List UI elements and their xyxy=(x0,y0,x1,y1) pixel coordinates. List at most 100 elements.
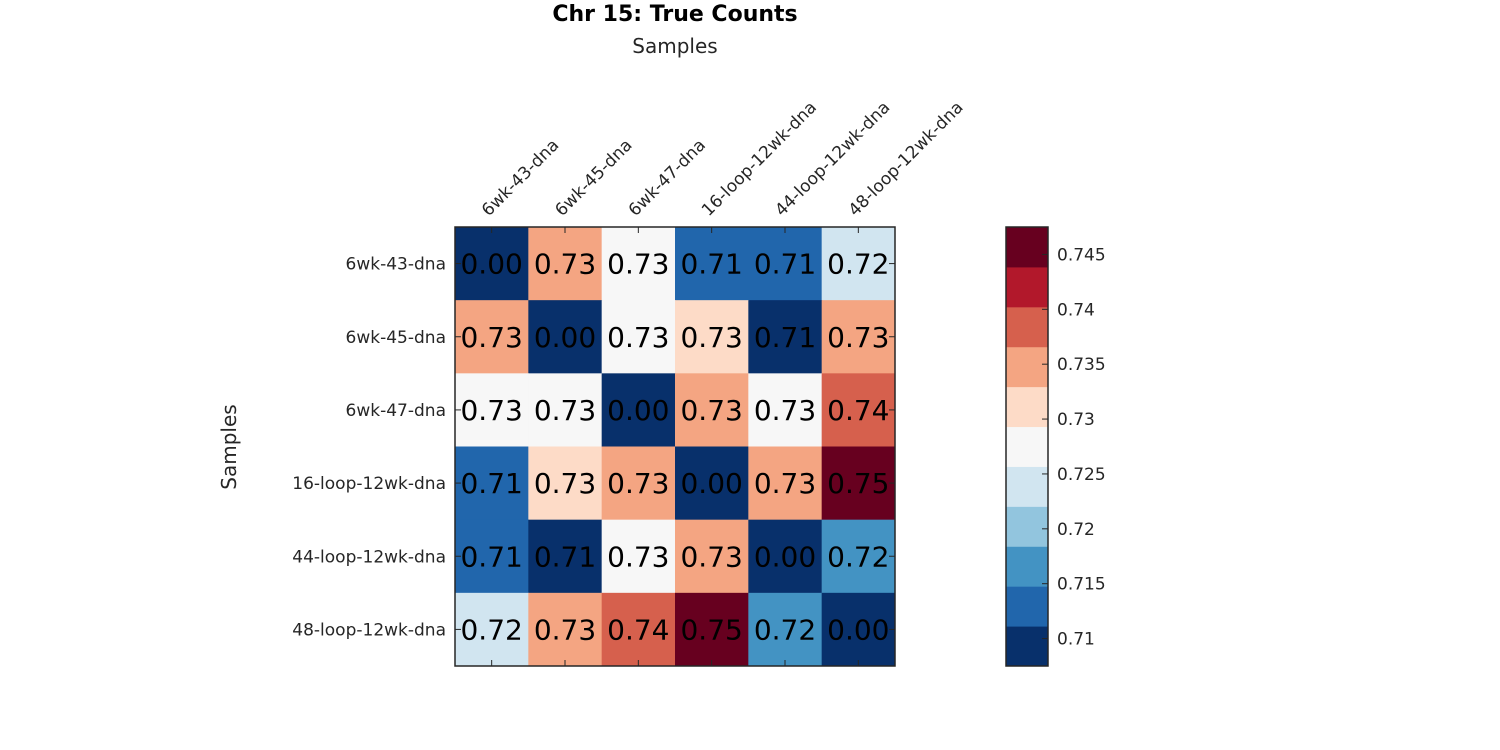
heatmap-cell xyxy=(455,300,529,374)
heatmap-cell xyxy=(675,519,749,594)
cell-value-label: 0.75 xyxy=(680,613,742,646)
heatmap-cell xyxy=(601,300,676,374)
y-axis-label: Samples xyxy=(217,404,241,489)
heatmap-cell xyxy=(675,373,749,447)
colorbar-tick-label: 0.745 xyxy=(1057,245,1106,265)
heatmap-cell xyxy=(675,300,749,374)
heatmap-cell xyxy=(601,592,676,667)
colorbar-segment xyxy=(1006,306,1048,348)
colorbar-segment xyxy=(1006,346,1048,388)
cell-value-label: 0.73 xyxy=(680,394,742,427)
colorbar-frame xyxy=(1005,226,1049,667)
cell-value-label: 0.73 xyxy=(460,394,522,427)
heatmap-cell xyxy=(821,227,896,301)
heatmap-cells xyxy=(455,227,896,667)
colorbar-segment xyxy=(1006,386,1048,428)
chart-title: Chr 15: True Counts xyxy=(552,2,797,27)
cell-value-label: 0.73 xyxy=(607,467,669,500)
y-tick-label: 6wk-47-dna xyxy=(346,401,446,421)
cell-value-label: 0.74 xyxy=(607,613,669,646)
heatmap-cell xyxy=(821,446,896,521)
x-tick-label: 6wk-47-dna xyxy=(625,135,710,220)
cell-value-label: 0.73 xyxy=(534,613,596,646)
heatmap-cell-labels: 0.00 0.73 0.73 0.71 0.71 0.72 0.73 0.00 0.73 0.73… xyxy=(460,248,889,647)
cell-value-label: 0.75 xyxy=(827,467,889,500)
cell-value-label: 0.00 xyxy=(607,394,669,427)
colorbar-tick-labels: 0.71 0.715 0.72 0.725 0.73 0.735 0.74 0.745 xyxy=(1042,245,1106,650)
heatmap-cell xyxy=(748,592,823,667)
colorbar-segment xyxy=(1006,546,1048,587)
heatmap-cell xyxy=(821,592,896,667)
cell-value-label: 0.00 xyxy=(680,467,742,500)
cell-value-label: 0.72 xyxy=(827,540,889,573)
cell-value-label: 0.73 xyxy=(607,248,669,281)
heatmap-cell xyxy=(528,373,603,447)
heatmap-cell xyxy=(528,519,603,594)
cell-value-label: 0.73 xyxy=(534,467,596,500)
cell-value-label: 0.71 xyxy=(754,248,816,281)
cell-value-label: 0.74 xyxy=(827,394,889,427)
x-tick-label: 6wk-45-dna xyxy=(551,135,636,220)
colorbar-segment xyxy=(1006,506,1048,547)
cell-value-label: 0.72 xyxy=(460,613,522,646)
colorbar-tick-label: 0.73 xyxy=(1057,410,1095,430)
cell-value-label: 0.71 xyxy=(754,321,816,354)
colorbar-tick-label: 0.72 xyxy=(1057,520,1095,540)
heatmap-cell xyxy=(455,592,529,667)
heatmap-cell xyxy=(601,227,676,301)
colorbar-tick-label: 0.725 xyxy=(1057,465,1106,485)
colorbar-segment xyxy=(1006,227,1048,268)
y-tick-label: 16-loop-12wk-dna xyxy=(292,474,446,494)
cell-value-label: 0.00 xyxy=(827,613,889,646)
colorbar-tick-label: 0.71 xyxy=(1057,630,1095,650)
colorbar-segment xyxy=(1006,426,1048,467)
heatmap-cell xyxy=(748,373,823,447)
cell-value-label: 0.73 xyxy=(607,540,669,573)
colorbar-segment xyxy=(1006,586,1048,627)
y-tick-label: 48-loop-12wk-dna xyxy=(292,620,446,640)
heatmap-cell xyxy=(601,446,676,521)
colorbar-tick-label: 0.715 xyxy=(1057,575,1106,595)
heatmap-cell xyxy=(748,227,823,301)
heatmap-cell xyxy=(821,300,896,374)
heatmap-cell xyxy=(455,446,529,521)
y-tick-label: 44-loop-12wk-dna xyxy=(292,547,446,567)
x-tick-label: 6wk-43-dna xyxy=(478,135,563,220)
colorbar-segment xyxy=(1006,266,1048,308)
heatmap-cell xyxy=(675,592,749,667)
cell-value-label: 0.71 xyxy=(460,540,522,573)
colorbar-tick-label: 0.74 xyxy=(1057,300,1095,320)
heatmap-cell xyxy=(748,300,823,374)
heatmap-cell xyxy=(528,300,603,374)
y-tick-labels: 6wk-43-dna 6wk-45-dna 6wk-47-dna 16-loop-12… xyxy=(292,255,446,641)
plot-frame xyxy=(454,226,896,667)
heatmap-cell xyxy=(821,373,896,447)
cell-value-label: 0.73 xyxy=(680,540,742,573)
heatmap-cell xyxy=(528,227,603,301)
cell-value-label: 0.00 xyxy=(534,321,596,354)
heatmap-cell xyxy=(675,227,749,301)
colorbar-tick-label: 0.735 xyxy=(1057,355,1106,375)
heatmap-cell xyxy=(455,373,529,447)
heatmap-cell xyxy=(601,519,676,594)
axis-tick-marks xyxy=(455,227,895,666)
cell-value-label: 0.73 xyxy=(534,394,596,427)
cell-value-label: 0.73 xyxy=(607,321,669,354)
heatmap-cell xyxy=(528,592,603,667)
colorbar-segment xyxy=(1006,626,1048,667)
cell-value-label: 0.71 xyxy=(460,467,522,500)
heatmap-cell xyxy=(455,519,529,594)
heatmap-cell xyxy=(748,446,823,521)
y-tick-label: 6wk-45-dna xyxy=(346,328,446,348)
cell-value-label: 0.72 xyxy=(754,613,816,646)
heatmap-cell xyxy=(675,446,749,521)
cell-value-label: 0.71 xyxy=(680,248,742,281)
heatmap-cell xyxy=(455,227,529,301)
x-axis-label: Samples xyxy=(632,34,717,58)
cell-value-label: 0.00 xyxy=(460,248,522,281)
heatmap-cell xyxy=(528,446,603,521)
x-tick-labels: 6wk-43-dna6wk-45-dna6wk-47-dna16-loop-12… xyxy=(478,98,968,221)
cell-value-label: 0.72 xyxy=(827,248,889,281)
colorbar xyxy=(1006,227,1048,667)
